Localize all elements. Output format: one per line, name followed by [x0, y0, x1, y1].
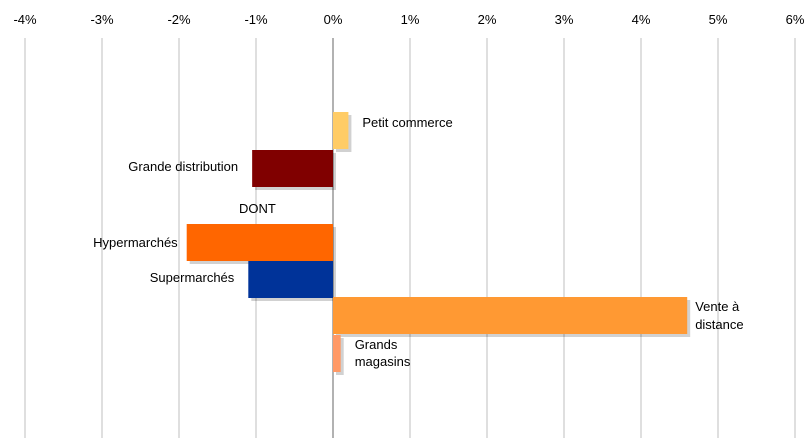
x-tick-label: 1%	[401, 12, 420, 27]
annotation-dont: DONT	[239, 201, 276, 216]
bar	[186, 224, 333, 261]
x-tick-label: 6%	[786, 12, 805, 27]
bar-label: distance	[695, 317, 743, 332]
bar-label: Petit commerce	[362, 115, 452, 130]
x-tick-label: 4%	[632, 12, 651, 27]
bar-label: Hypermarchés	[93, 235, 178, 250]
bar-label: Grands	[355, 337, 398, 352]
x-tick-label: 5%	[709, 12, 728, 27]
bar	[333, 112, 349, 149]
x-tick-label: -1%	[244, 12, 268, 27]
bars	[186, 112, 691, 375]
bar-label: Grande distribution	[128, 159, 238, 174]
x-tick-labels: -4% -3% -2% -1% 0% 1% 2% 3% 4% 5% 6%	[13, 12, 804, 27]
x-tick-label: -3%	[90, 12, 114, 27]
bar	[248, 261, 333, 298]
bar-labels: Petit commerce Grande distribution Hyperma…	[93, 115, 743, 369]
x-tick-label: 0%	[324, 12, 343, 27]
bar	[333, 297, 688, 334]
x-tick-label: -2%	[167, 12, 191, 27]
x-tick-label: 2%	[478, 12, 497, 27]
bar	[333, 335, 341, 372]
x-tick-label: 3%	[555, 12, 574, 27]
bar-label: Vente à	[695, 299, 740, 314]
bar-label: Supermarchés	[150, 270, 235, 285]
bar-label: magasins	[355, 354, 411, 369]
bar	[252, 150, 333, 187]
x-tick-label: -4%	[13, 12, 37, 27]
